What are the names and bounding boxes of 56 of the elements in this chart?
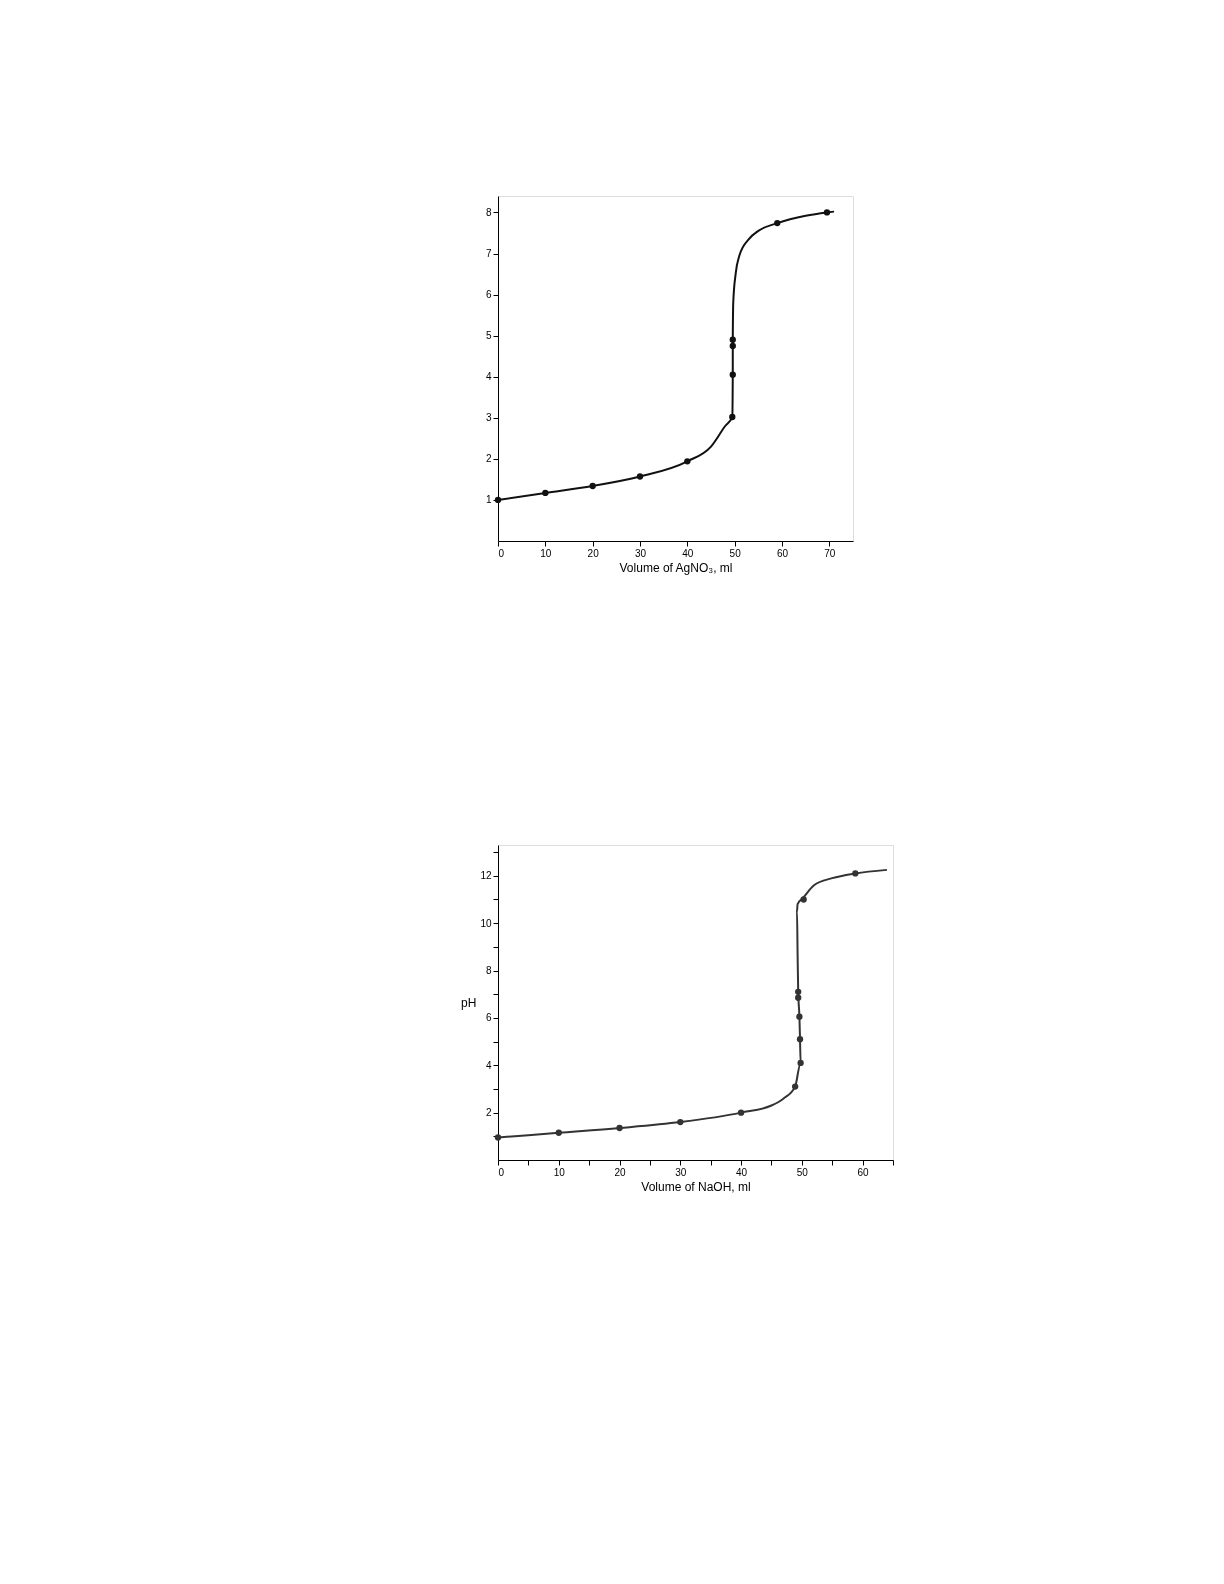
point bbox=[494, 1134, 502, 1141]
x-tick-label: 30 bbox=[675, 1166, 687, 1178]
y-axis-title: pH bbox=[461, 996, 477, 1010]
y-tick-label: 6 bbox=[485, 1012, 492, 1024]
x-tick-label: 0 bbox=[498, 1166, 505, 1178]
point bbox=[729, 413, 736, 421]
x-tick-label: 30 bbox=[634, 547, 647, 559]
point bbox=[823, 209, 831, 216]
point bbox=[677, 1118, 684, 1126]
point bbox=[792, 1083, 799, 1090]
point bbox=[589, 482, 596, 490]
point bbox=[684, 458, 691, 465]
y-tick-label: 10 bbox=[480, 917, 492, 929]
y-tick-label: 8 bbox=[485, 206, 492, 218]
point bbox=[795, 988, 802, 995]
y-tick-label: 8 bbox=[485, 965, 492, 977]
y-tick-label: 1 bbox=[485, 494, 492, 506]
point bbox=[636, 473, 644, 480]
y-tick-label: 12 bbox=[480, 870, 492, 882]
x-tick-label: 50 bbox=[796, 1166, 809, 1178]
point bbox=[616, 1124, 623, 1132]
y-tick-label: 4 bbox=[485, 1059, 492, 1071]
x-tick-label: 60 bbox=[857, 1166, 870, 1178]
y-tick-label: 5 bbox=[485, 330, 492, 342]
point bbox=[542, 489, 549, 497]
x-tick-label: 0 bbox=[498, 547, 505, 559]
x-tick-label: 70 bbox=[824, 547, 836, 559]
point bbox=[797, 1059, 804, 1067]
point bbox=[729, 336, 736, 343]
y-tick-label: 4 bbox=[485, 371, 492, 383]
x-tick-label: 50 bbox=[729, 547, 742, 559]
point bbox=[852, 870, 859, 877]
point bbox=[796, 1036, 804, 1043]
point bbox=[774, 219, 781, 227]
y-tick-label: 6 bbox=[485, 289, 492, 301]
x-tick-label: 10 bbox=[553, 1166, 566, 1178]
point bbox=[494, 496, 502, 504]
point bbox=[555, 1129, 562, 1136]
point bbox=[729, 371, 736, 378]
point bbox=[796, 1013, 803, 1020]
y-tick-label: 3 bbox=[485, 412, 492, 424]
y-tick-label: 2 bbox=[485, 1107, 492, 1119]
x-axis-title: Volume of AgNO₃, ml bbox=[619, 560, 733, 575]
x-tick-label: 60 bbox=[776, 547, 789, 559]
point bbox=[800, 896, 807, 903]
y-tick-label: 2 bbox=[485, 453, 492, 465]
point bbox=[737, 1109, 745, 1116]
point bbox=[729, 342, 736, 350]
x-tick-label: 40 bbox=[682, 547, 694, 559]
x-tick-label: 10 bbox=[540, 547, 552, 559]
x-tick-label: 20 bbox=[614, 1166, 627, 1178]
point bbox=[795, 994, 802, 1001]
x-tick-label: 40 bbox=[736, 1166, 748, 1178]
x-axis-title: Volume of NaOH, ml bbox=[641, 1179, 751, 1194]
x-tick-label: 20 bbox=[587, 547, 600, 559]
y-tick-label: 7 bbox=[485, 248, 492, 259]
